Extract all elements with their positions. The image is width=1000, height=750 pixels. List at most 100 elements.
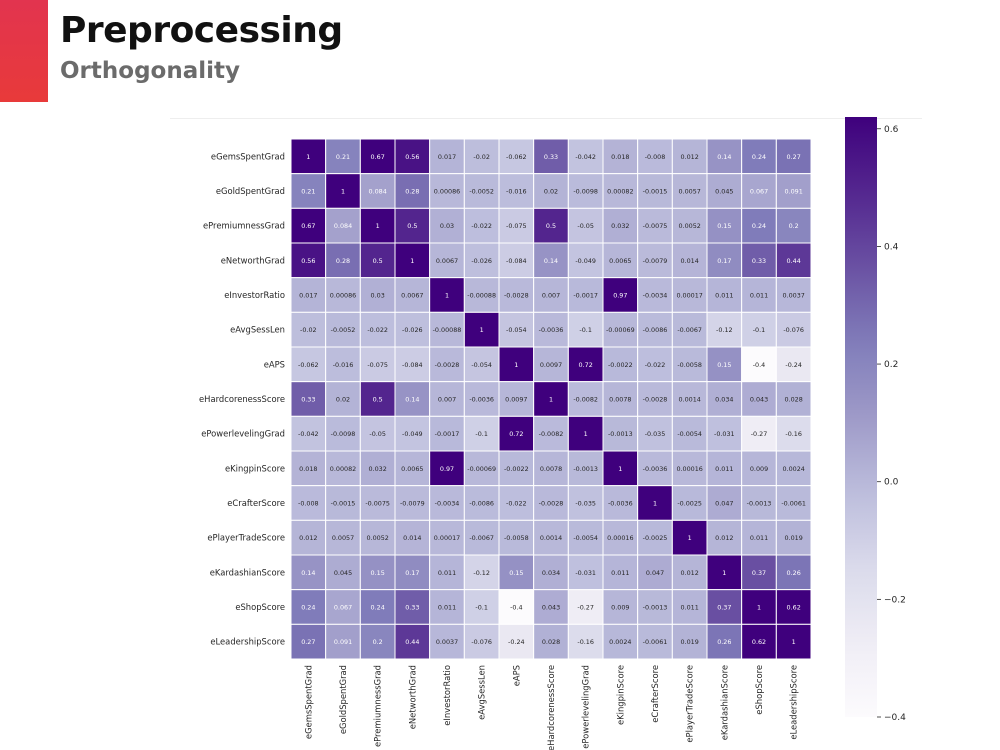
- cell-value-label: 0.14: [717, 153, 731, 161]
- cell-value-label: -0.0079: [643, 257, 668, 265]
- cell-value-label: -0.24: [785, 361, 802, 369]
- heatmap-cell: [429, 346, 465, 383]
- cell-value-label: 0.012: [681, 569, 699, 577]
- cell-value-label: 0.24: [752, 222, 766, 230]
- cell-value-label: 0.014: [403, 534, 421, 542]
- cell-value-label: 0.33: [405, 604, 419, 612]
- cell-value-label: 0.14: [544, 257, 558, 265]
- cell-value-label: -0.00069: [606, 326, 635, 334]
- cell-value-label: 0.045: [334, 569, 352, 577]
- cell-value-label: 0.011: [750, 292, 768, 300]
- cell-value-label: 0.67: [301, 222, 315, 230]
- heatmap-cell: [741, 415, 777, 452]
- cell-value-label: -0.0036: [643, 465, 668, 473]
- heatmap-cell: [775, 450, 812, 487]
- y-tick-label: eNetworthGrad: [221, 255, 285, 265]
- cell-value-label: 0.62: [787, 604, 801, 612]
- cell-value-label: -0.02: [473, 153, 490, 161]
- cell-value-label: 0.15: [509, 569, 523, 577]
- heatmap-cell: [429, 485, 465, 521]
- heatmap-cell: [290, 519, 327, 556]
- heatmap-cell: [325, 519, 361, 556]
- heatmap-cell: [325, 138, 361, 175]
- heatmap-cell: [706, 381, 743, 417]
- cell-value-label: -0.0025: [643, 534, 668, 542]
- cell-value-label: -0.042: [575, 153, 596, 161]
- cell-value-label: 0.56: [405, 153, 419, 161]
- heatmap-cell: [533, 381, 569, 417]
- cell-value-label: 1: [722, 569, 726, 577]
- cell-value-label: 0.0065: [401, 465, 423, 473]
- cell-value-label: 0.091: [785, 188, 803, 196]
- cell-value-label: -0.0017: [435, 430, 460, 438]
- heatmap-cell: [775, 277, 812, 313]
- cell-value-label: 1: [688, 534, 692, 542]
- heatmap-cell: [498, 450, 535, 487]
- y-tick-label: eKingpinScore: [225, 463, 285, 473]
- heatmap-cell: [533, 311, 569, 348]
- heatmap-cell: [775, 346, 812, 383]
- cell-value-label: -0.0013: [643, 604, 668, 612]
- heatmap-cell: [671, 311, 708, 348]
- heatmap-cell: [706, 485, 743, 521]
- cell-value-label: 0.018: [611, 153, 629, 161]
- heatmap-cell: [706, 519, 743, 556]
- cell-value-label: 0.0067: [401, 292, 423, 300]
- heatmap-cell: [567, 485, 604, 521]
- cell-value-label: -0.1: [753, 326, 765, 334]
- cell-value-label: -0.0058: [677, 361, 702, 369]
- heatmap-cell: [429, 381, 465, 417]
- cell-value-label: -0.016: [333, 361, 354, 369]
- cell-value-label: 0.067: [750, 188, 768, 196]
- x-tick-label: eInvestorRatio: [442, 665, 452, 726]
- cell-value-label: 0.03: [371, 292, 385, 300]
- cell-value-label: -0.0086: [469, 500, 494, 508]
- heatmap-cell: [359, 485, 396, 521]
- heatmap-cell: [429, 277, 465, 313]
- cell-value-label: -0.0067: [469, 534, 494, 542]
- cell-value-label: -0.16: [577, 638, 594, 646]
- y-tick-label: ePowerlevelingGrad: [201, 429, 285, 439]
- x-tick-label: ePlayerTradeScore: [685, 665, 695, 743]
- cell-value-label: -0.022: [645, 361, 666, 369]
- cell-value-label: 0.0057: [678, 188, 700, 196]
- heatmap-cell: [637, 415, 673, 452]
- cell-value-label: 0.0037: [782, 292, 804, 300]
- cell-value-label: 0.00017: [676, 292, 702, 300]
- heatmap-cell: [394, 311, 431, 348]
- cell-value-label: 1: [653, 500, 657, 508]
- cell-value-label: 0.00017: [434, 534, 460, 542]
- y-tick-label: eAPS: [264, 359, 285, 369]
- cell-value-label: 0.0067: [436, 257, 458, 265]
- heatmap-cell: [429, 623, 465, 660]
- cell-value-label: 0.56: [301, 257, 315, 265]
- heatmap-cell: [325, 277, 361, 313]
- heatmap-cell: [463, 623, 500, 660]
- heatmap-cell: [706, 173, 743, 209]
- cell-value-label: 0.21: [336, 153, 350, 161]
- slide-subtitle: Orthogonality: [60, 58, 240, 84]
- cell-value-label: 0.33: [544, 153, 558, 161]
- colorbar-tick-label: 0.6: [884, 125, 899, 135]
- cell-value-label: -0.24: [508, 638, 525, 646]
- heatmap-cell: [463, 277, 500, 313]
- heatmap-cell: [775, 207, 812, 244]
- cell-value-label: -0.12: [716, 326, 733, 334]
- heatmap-cell: [463, 242, 500, 279]
- cell-value-label: -0.0022: [504, 465, 529, 473]
- cell-value-label: -0.022: [471, 222, 492, 230]
- heatmap-cell: [706, 311, 743, 348]
- cell-value-label: 0.0014: [540, 534, 562, 542]
- cell-value-label: 1: [376, 222, 380, 230]
- heatmap-cell: [498, 415, 535, 452]
- cell-value-label: 0.00016: [676, 465, 702, 473]
- cell-value-label: 0.091: [334, 638, 352, 646]
- cell-value-label: -0.075: [367, 361, 388, 369]
- cell-value-label: 0.28: [405, 188, 419, 196]
- cell-value-label: 0.0037: [436, 638, 458, 646]
- cell-value-label: 0.034: [542, 569, 560, 577]
- heatmap-cell: [290, 623, 327, 660]
- heatmap-cell: [671, 207, 708, 244]
- cell-value-label: 0.26: [787, 569, 801, 577]
- cell-value-label: -0.0036: [469, 396, 494, 404]
